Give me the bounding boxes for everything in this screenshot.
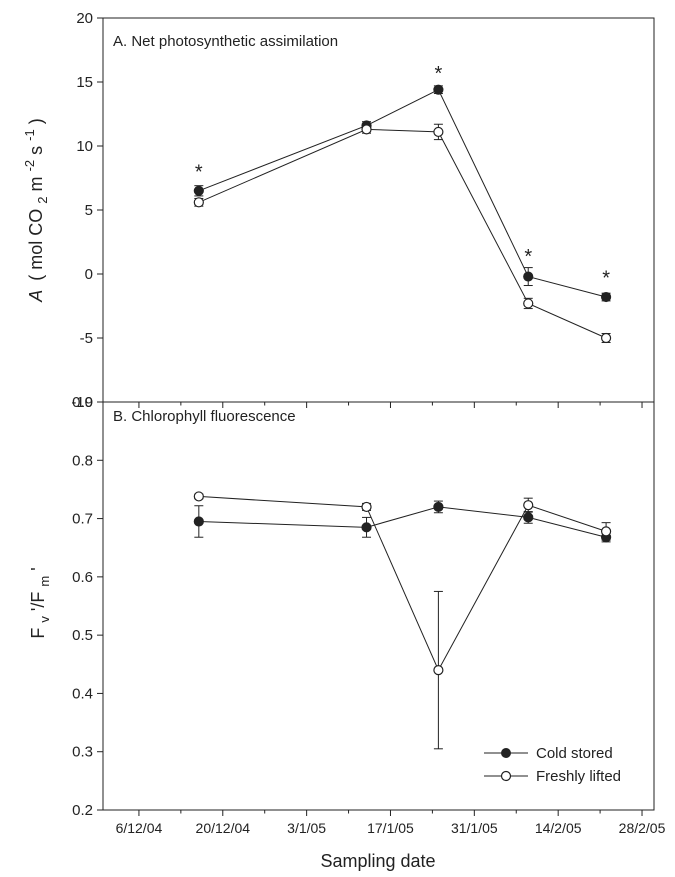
data-point-freshly-lifted-b	[361, 501, 372, 513]
y-tick-label-b: 0.5	[72, 627, 93, 644]
data-point-freshly-lifted-b	[600, 526, 612, 537]
y-tick-label-a: -5	[80, 330, 93, 347]
y-label-a-sub: 2	[35, 196, 50, 203]
data-point-freshly-lifted-a	[523, 298, 534, 309]
series-line-freshly-lifted-a	[198, 128, 607, 339]
data-point-freshly-lifted-a	[433, 126, 444, 138]
data-point-freshly-lifted-a	[600, 332, 612, 344]
legend-label-cold-stored: Cold stored	[536, 745, 613, 762]
series-line-cold-stored-b	[198, 506, 607, 538]
data-point-cold-stored-a	[600, 291, 612, 303]
data-point-freshly-lifted-a	[193, 197, 204, 208]
data-point-freshly-lifted-b	[523, 500, 534, 511]
y-tick-label-a: 20	[76, 10, 93, 27]
legend: Cold stored Freshly lifted	[484, 745, 621, 785]
data-point-cold-stored-b	[523, 512, 534, 523]
y-label-a-sup2: -1	[22, 129, 37, 141]
y-tick-label-b: 0.3	[72, 744, 93, 761]
data-point-freshly-lifted-a	[361, 124, 372, 135]
panel-b-x-ticks	[138, 810, 643, 816]
data-point-cold-stored-a	[433, 84, 444, 95]
y-tick-label-b: 0.8	[72, 452, 93, 469]
panel-a-series	[193, 84, 612, 344]
x-tick-label: 14/2/05	[535, 820, 582, 836]
legend-marker-freshly-lifted	[500, 770, 512, 782]
x-tick-label: 3/1/05	[287, 820, 326, 836]
panel-a-y-ticks: -10 -5 0 5 10 15 20	[71, 10, 103, 411]
panel-b-title: B. Chlorophyll fluorescence	[113, 408, 296, 425]
data-point-cold-stored-b	[361, 522, 372, 533]
y-label-a-m: m	[26, 176, 46, 191]
y-tick-label-b: 0.9	[72, 394, 93, 411]
x-tick-label: 17/1/05	[367, 820, 414, 836]
significance-marker: *	[195, 161, 203, 183]
x-tick-label: 20/12/04	[196, 820, 251, 836]
y-tick-label-a: 10	[76, 138, 93, 155]
y-label-a-unit: mol CO	[26, 209, 46, 270]
y-label-a-s: s	[26, 146, 46, 155]
legend-label-freshly-lifted: Freshly lifted	[536, 768, 621, 785]
y-label-b-end: '	[28, 567, 48, 570]
y-label-a-italic: A	[26, 290, 46, 303]
data-point-freshly-lifted-b	[193, 491, 204, 502]
x-tick-label: 28/2/05	[619, 820, 666, 836]
series-line-freshly-lifted-b	[198, 495, 607, 672]
x-tick-label: 6/12/04	[116, 820, 163, 836]
x-tick-label: 31/1/05	[451, 820, 498, 836]
significance-marker: *	[602, 268, 610, 290]
y-label-a-open: (	[26, 275, 46, 281]
panel-a-title: A. Net photosynthetic assimilation	[113, 33, 338, 50]
data-point-cold-stored-b	[433, 501, 444, 513]
y-tick-label-b: 0.6	[72, 569, 93, 586]
panel-b: B. Chlorophyll fluorescence 0.2 0.3 0.4 0.5…	[28, 394, 655, 819]
data-point-freshly-lifted-b	[433, 665, 444, 676]
panel-a-y-axis-label: A ( mol CO 2 m -2 s -1 )	[18, 118, 51, 303]
y-label-a-sup1: -2	[22, 160, 37, 172]
y-tick-label-a: 15	[76, 74, 93, 91]
y-label-b-sub2: m	[37, 576, 52, 587]
legend-marker-cold-stored	[501, 748, 511, 758]
y-tick-label-b: 0.2	[72, 802, 93, 819]
data-point-cold-stored-b	[193, 516, 204, 527]
y-tick-label-a: 0	[85, 266, 93, 283]
significance-marker: *	[524, 246, 532, 268]
panel-b-y-axis-label: F v '/F m '	[28, 567, 53, 638]
y-tick-label-b: 0.7	[72, 511, 93, 528]
panel-a: A. Net photosynthetic assimilation -10-5…	[18, 10, 655, 411]
panel-a-x-ticks	[138, 402, 643, 408]
x-tick-labels: 6/12/04 20/12/04 3/1/05 17/1/05 31/1/05 14/2/…	[116, 820, 666, 836]
significance-marker: *	[434, 63, 442, 85]
y-tick-label-a: 5	[85, 202, 93, 219]
data-point-cold-stored-a	[523, 271, 534, 282]
data-point-cold-stored-a	[193, 185, 204, 196]
y-label-b-f1: F	[28, 628, 48, 639]
y-tick-label-b: 0.4	[72, 685, 93, 702]
y-label-a-close: )	[26, 118, 46, 124]
x-axis-label: Sampling date	[320, 851, 435, 871]
y-label-b-mid: '/F	[28, 592, 48, 611]
panel-b-y-ticks: 0.2 0.3 0.4 0.5 0.6 0.7 0.8 0.9	[72, 394, 103, 819]
y-tick-label-a: -10	[71, 394, 93, 411]
panel-b-series	[193, 491, 612, 750]
panel-a-annotations: * * * *	[195, 63, 610, 290]
y-label-b-sub1: v	[37, 616, 52, 623]
series-line-cold-stored-a	[198, 89, 607, 298]
panel-a-frame	[102, 17, 655, 403]
panel-b-frame	[102, 401, 655, 811]
